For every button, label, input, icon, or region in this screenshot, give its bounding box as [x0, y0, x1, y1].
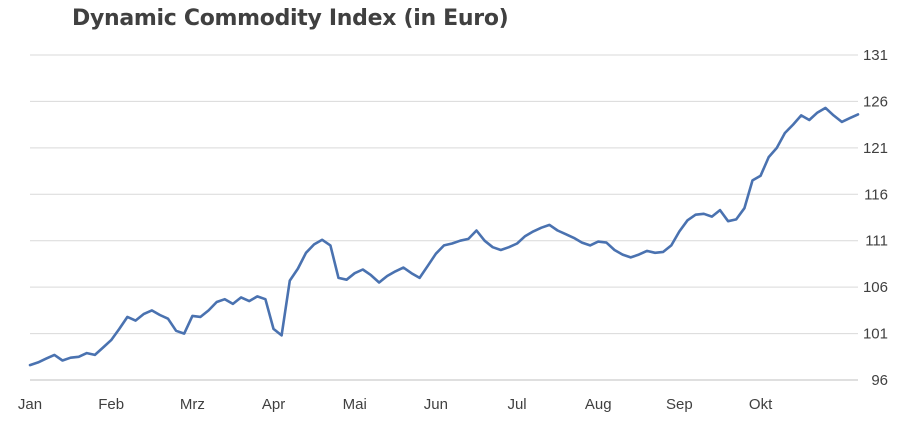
x-tick-label: Okt — [749, 396, 773, 413]
y-tick-label: 111 — [865, 233, 888, 250]
x-tick-label: Apr — [262, 396, 285, 413]
x-axis-tick-labels: Jan Feb Mrz Apr Mai Jun Jul Aug Sep Okt — [18, 396, 773, 413]
series-group — [28, 106, 860, 367]
y-tick-label: 96 — [871, 372, 888, 389]
y-tick-label: 121 — [863, 140, 888, 157]
x-tick-label: Mai — [343, 396, 367, 413]
x-tick-label: Sep — [666, 396, 693, 413]
gridlines — [30, 54, 858, 381]
y-axis-tick-labels: 96 101 106 111 116 121 126 131 — [863, 47, 888, 389]
series-line — [28, 106, 860, 367]
y-tick-label: 116 — [864, 186, 888, 203]
x-tick-label: Jan — [18, 396, 42, 413]
y-tick-label: 101 — [863, 326, 888, 343]
x-tick-label: Mrz — [180, 396, 205, 413]
x-tick-label: Aug — [585, 396, 612, 413]
x-tick-label: Jun — [424, 396, 448, 413]
chart-title: Dynamic Commodity Index (in Euro) — [72, 6, 509, 31]
y-tick-label: 106 — [863, 279, 888, 296]
y-tick-label: 126 — [863, 93, 888, 110]
y-tick-label: 131 — [863, 47, 888, 64]
x-tick-label: Jul — [507, 396, 526, 413]
x-tick-label: Feb — [98, 396, 124, 413]
